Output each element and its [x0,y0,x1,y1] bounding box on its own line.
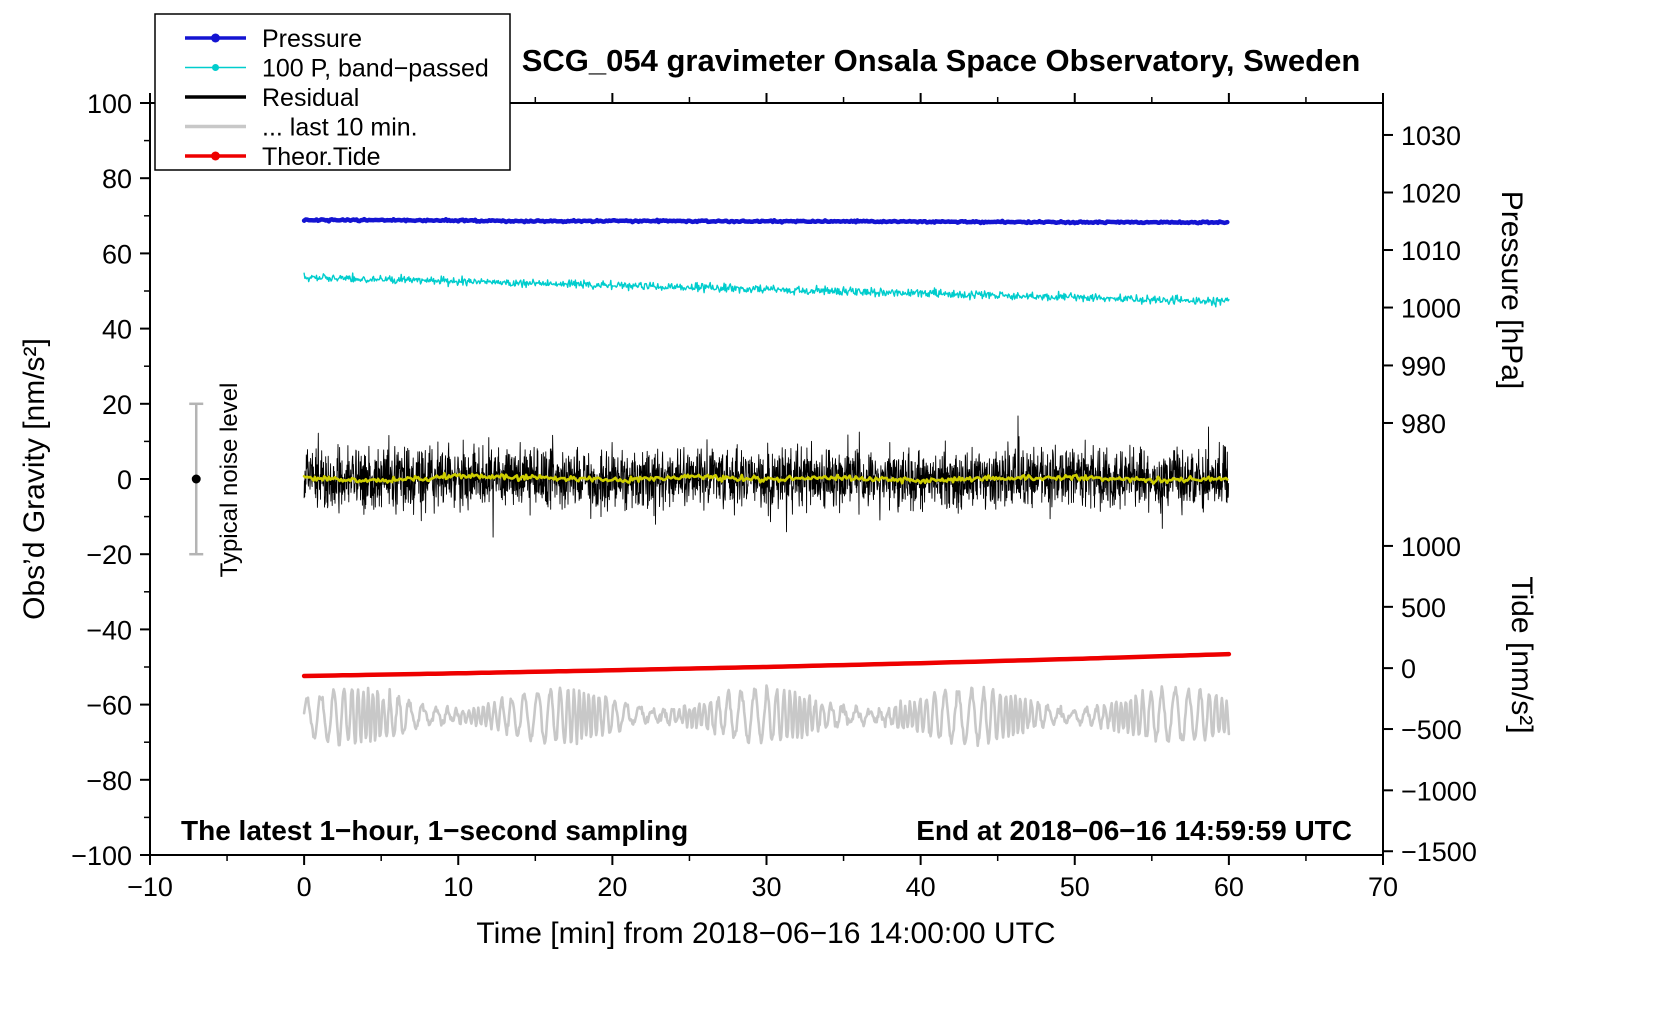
series-last-10-min [302,684,1231,748]
chart-title: SCG_054 gravimeter Onsala Space Observat… [522,43,1361,78]
gravity-tick-label: 80 [102,164,132,194]
gravity-tick-label: −40 [86,615,132,645]
x-tick-label: 30 [751,872,781,902]
left-y-axis-label: Obs’d Gravity [nm/s²] [18,338,51,620]
tide-tick-label: −1500 [1401,837,1477,867]
legend-item-label: Pressure [262,25,362,53]
tide-tick-label: 500 [1401,593,1446,623]
legend-marker-dot [211,151,220,161]
tide-tick-label: 0 [1401,654,1416,684]
series-residual-smoothed [302,471,1229,485]
series-theor-tide [301,651,1232,679]
tide-tick-label: −1000 [1401,776,1477,806]
gravity-tick-label: 60 [102,239,132,269]
sampling-note: The latest 1−hour, 1−second sampling [181,815,688,846]
x-tick-label: −10 [127,872,173,902]
gravity-tick-label: −20 [86,540,132,570]
legend-marker-dot [211,33,220,43]
gravity-tick-label: 100 [87,89,132,119]
gravity-tick-label: 40 [102,315,132,345]
pressure-tick-label: 1030 [1401,121,1461,151]
legend-item: Theor.Tide [185,143,381,171]
tide-tick-label: −500 [1401,715,1462,745]
legend-item-label: Theor.Tide [262,143,381,171]
x-axis-label: Time [min] from 2018−06−16 14:00:00 UTC [476,917,1055,950]
pressure-tick-label: 980 [1401,409,1446,439]
series-band-passed [303,272,1230,308]
axes-frame-layer: −10 0 10 20 30 40 50 60 70100806040200−20−40−60−… [71,89,1477,902]
x-tick-label: 70 [1368,872,1398,902]
x-tick-label: 40 [906,872,936,902]
legend-item-label: 100 P, band−passed [262,55,489,83]
legend-item: 100 P, band−passed [185,55,489,83]
legend-item: Residual [185,84,359,112]
pressure-axis-label: Pressure [hPa] [1495,191,1528,389]
end-time-note: End at 2018−06−16 14:59:59 UTC [916,815,1352,846]
pressure-tick-label: 1000 [1401,294,1461,324]
x-tick-label: 10 [443,872,473,902]
x-tick-label: 50 [1060,872,1090,902]
pressure-tick-label: 1020 [1401,178,1461,208]
gravity-tick-label: −100 [71,841,132,871]
noise-center-dot [191,474,201,484]
x-tick-label: 20 [597,872,627,902]
gravity-tick-label: 20 [102,390,132,420]
tide-tick-label: 1000 [1401,532,1461,562]
pressure-tick-label: 1010 [1401,236,1461,266]
gravity-tick-label: −60 [86,691,132,721]
noise-level-label: Typical noise level [216,383,243,578]
series-pressure [301,216,1230,226]
legend-item: ... last 10 min. [185,114,418,142]
legend-item: Pressure [185,25,362,53]
tide-axis-label: Tide [nm/s²] [1505,576,1538,733]
legend-item-label: Residual [262,84,359,112]
typical-noise-errorbar [189,402,204,556]
legend-marker-dot [212,64,219,71]
x-tick-label: 0 [297,872,312,902]
gravity-tick-label: −80 [86,766,132,796]
data-series-layer [189,216,1232,748]
x-tick-label: 60 [1214,872,1244,902]
gravity-tick-label: 0 [117,465,132,495]
legend-item-label: ... last 10 min. [262,114,418,142]
pressure-tick-label: 990 [1401,351,1446,381]
